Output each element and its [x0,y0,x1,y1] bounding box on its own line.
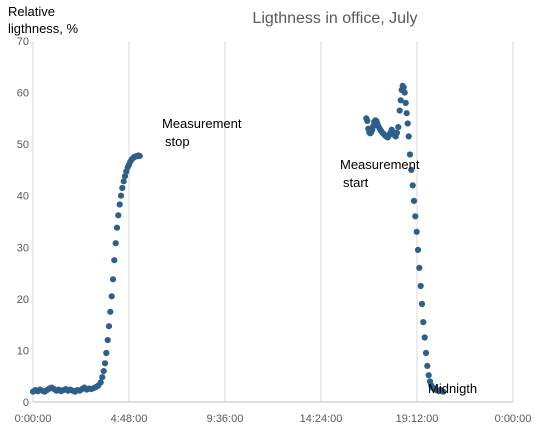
data-points [29,82,447,395]
data-point [410,197,418,204]
y-tick-label: 10 [17,345,29,357]
data-point [412,213,419,220]
y-tick-label: 60 [17,88,29,100]
y-tick-label: 30 [17,242,29,254]
annotation-midnight: Midnigth [428,381,477,396]
annotation-line: Measurement [162,116,242,131]
data-point [104,337,111,344]
data-point [405,133,412,140]
data-point [425,372,432,379]
data-point [403,110,410,117]
data-point [119,184,126,192]
y-tick-label: 20 [17,294,29,306]
data-point [396,107,403,114]
data-point [422,349,430,357]
data-point [120,178,127,185]
x-tick-labels: 0:00:00 4:48:00 9:36:00 14:24:00 19:12:00 0:0… [15,413,532,425]
data-point [105,323,113,330]
x-tick-label: 14:24:00 [300,413,343,425]
data-point [112,240,119,247]
data-point [395,124,402,131]
annotation-measurement-stop: Measurement stop [162,116,242,149]
data-point [406,151,414,158]
data-point [402,99,409,106]
annotation-line: Measurement [340,157,420,172]
data-point [113,224,121,231]
data-point [401,89,408,96]
x-tick-label: 0:00:00 [15,413,52,425]
data-point [409,182,416,189]
y-axis-label-line-2: ligthness, % [8,21,79,36]
data-point [421,334,428,341]
y-tick-label: 50 [17,139,29,151]
data-point [136,152,143,160]
data-point [414,246,422,253]
y-tick-labels: 0 10 20 30 40 50 60 70 [17,36,29,409]
data-point [108,293,115,300]
data-point [420,319,427,326]
y-tick-label: 70 [17,36,29,48]
data-point [101,360,109,367]
data-point [424,362,431,369]
data-point [103,349,110,357]
gridlines [32,41,514,402]
y-axis-label-line-1: Relative [8,4,55,19]
data-point [413,228,420,235]
x-tick-label: 9:36:00 [207,413,244,425]
data-point [397,97,404,104]
data-point [109,276,117,283]
data-point [116,201,123,208]
annotation-measurement-start: Measurement start [340,157,420,190]
data-point [117,192,125,199]
y-tick-label: 0 [23,397,29,409]
data-point [97,379,104,386]
x-tick-label: 4:48:00 [111,413,148,425]
data-point [100,368,107,375]
annotation-line: start [343,175,369,190]
data-point [99,374,106,381]
x-tick-label: 19:12:00 [396,413,439,425]
data-point [416,264,423,271]
data-point [417,282,424,290]
y-tick-label: 40 [17,191,29,203]
data-point [404,120,411,127]
data-point [364,117,371,124]
annotation-line: stop [165,134,190,149]
data-point [107,308,114,315]
data-point [400,84,407,91]
data-point [393,129,401,136]
x-tick-label: 0:00:00 [495,413,532,425]
data-point [418,300,426,308]
data-point [440,388,447,395]
data-point [111,257,118,264]
annotation-line: Midnigth [428,381,477,396]
data-point [408,166,415,173]
chart-title: Ligthness in office, July [252,10,417,27]
data-point [115,212,122,219]
